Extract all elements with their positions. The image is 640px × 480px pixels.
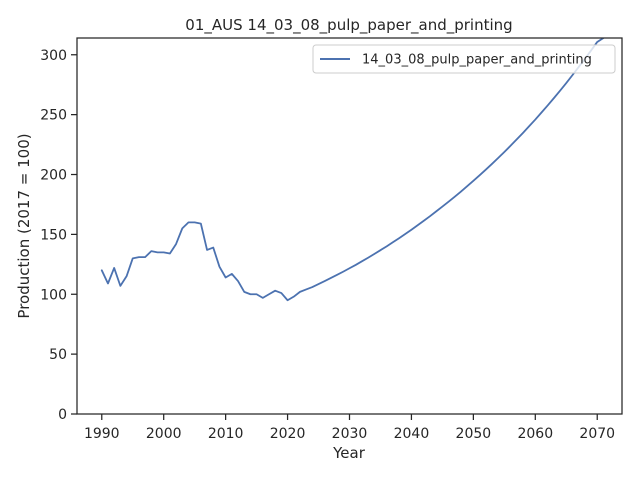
x-tick-label: 2050: [456, 426, 492, 442]
y-tick-label: 250: [40, 108, 67, 124]
y-axis-title: Production (2017 = 100): [15, 133, 33, 318]
y-tick-label: 150: [40, 227, 67, 243]
x-tick-label: 2000: [146, 426, 182, 442]
y-tick-label: 50: [49, 347, 67, 363]
chart-title: 01_AUS 14_03_08_pulp_paper_and_printing: [185, 16, 512, 35]
x-tick-label: 2070: [579, 426, 615, 442]
x-tick-label: 2030: [332, 426, 368, 442]
x-axis-title: Year: [332, 444, 366, 462]
plot-area: [100, 38, 605, 302]
y-tick-label: 100: [40, 287, 67, 303]
y-tick-label: 0: [58, 407, 67, 423]
legend-box: [312, 44, 616, 74]
series-line-0: [100, 38, 605, 302]
x-tick-label: 2010: [208, 426, 244, 442]
x-axis: 1990 2000 2010 2020 2030 2040 2050 2060 2070: [84, 414, 615, 442]
y-tick-label: 200: [40, 168, 67, 184]
x-tick-label: 1990: [84, 426, 120, 442]
legend: 14_03_08_pulp_paper_and_printing: [312, 44, 616, 74]
plot-frame: [76, 37, 623, 415]
x-tick-label: 2040: [394, 426, 430, 442]
legend-label: 14_03_08_pulp_paper_and_printing: [362, 53, 592, 68]
y-tick-label: 300: [40, 48, 67, 64]
x-tick-label: 2020: [270, 426, 306, 442]
x-tick-label: 2060: [517, 426, 553, 442]
y-axis: 0 50 100 150 200 250 300: [40, 48, 77, 423]
